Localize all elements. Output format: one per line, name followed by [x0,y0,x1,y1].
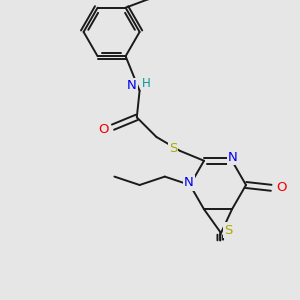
Text: N: N [228,151,238,164]
Text: O: O [276,181,286,194]
Text: O: O [99,123,109,136]
Text: N: N [184,176,194,190]
Text: H: H [142,77,151,90]
Text: N: N [127,79,136,92]
Text: S: S [169,142,177,155]
Text: S: S [224,224,232,236]
